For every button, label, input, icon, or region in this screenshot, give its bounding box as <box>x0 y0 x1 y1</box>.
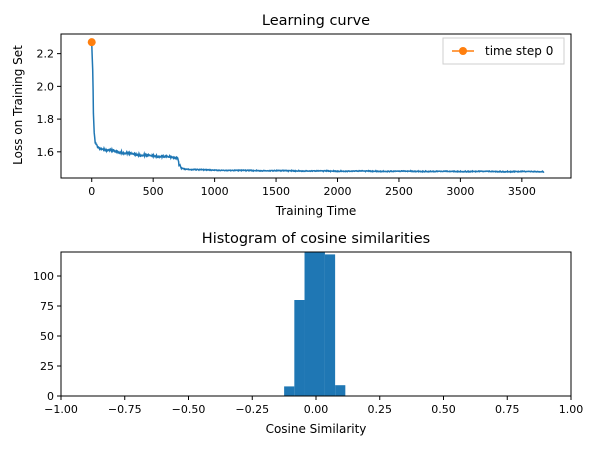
learning-curve-xlabel: Training Time <box>275 204 357 218</box>
histogram-bar-2 <box>304 252 316 396</box>
histogram-ytick-label-0: 0 <box>47 390 54 403</box>
learning-curve-xtick-label-2: 1000 <box>201 185 229 198</box>
histogram-title: Histogram of cosine similarities <box>202 231 430 247</box>
learning-curve-xtick-label-6: 3000 <box>446 185 474 198</box>
histogram-xtick-label-3: −0.25 <box>235 403 269 416</box>
cosine-histogram-chart: Histogram of cosine similarities −1.00 −0… <box>33 231 583 436</box>
learning-curve-ytick-label-2: 2.0 <box>37 80 55 93</box>
learning-curve-chart: Learning curve 0 500 1000 1500 2000 2500 3000 3… <box>11 13 572 218</box>
histogram-xtick-label-5: 0.25 <box>368 403 393 416</box>
histogram-bar-5 <box>335 385 346 396</box>
learning-curve-title: Learning curve <box>262 13 370 29</box>
learning-curve-legend: time step 0 <box>442 37 565 65</box>
histogram-bar-1 <box>294 300 305 396</box>
histogram-xtick-label-6: 0.50 <box>431 403 456 416</box>
histogram-ytick-label-1: 25 <box>40 360 54 373</box>
legend-marker-swatch <box>459 47 467 55</box>
histogram-bar-4 <box>324 254 336 396</box>
learning-curve-xtick-label-3: 1500 <box>262 185 290 198</box>
learning-curve-ytick-label-1: 1.8 <box>37 113 55 126</box>
histogram-bar-0 <box>284 386 295 396</box>
learning-curve-ytick-label-3: 2.2 <box>37 48 55 61</box>
learning-curve-ytick-label-0: 1.6 <box>37 146 55 159</box>
histogram-plot-area: −1.00 −0.75 −0.50 −0.25 0.00 0.25 0.50 0.75 1.00… <box>33 251 584 416</box>
learning-curve-xtick-label-4: 2000 <box>324 185 352 198</box>
legend-label: time step 0 <box>485 44 553 58</box>
time-step-0-marker <box>87 38 96 47</box>
histogram-ytick-label-2: 50 <box>40 330 54 343</box>
histogram-xtick-label-0: −1.00 <box>44 403 78 416</box>
learning-curve-xtick-label-0: 0 <box>88 185 95 198</box>
histogram-xtick-label-7: 0.75 <box>495 403 520 416</box>
learning-curve-xtick-label-1: 500 <box>143 185 164 198</box>
learning-curve-axes-frame <box>60 33 572 179</box>
legend-frame <box>442 37 565 65</box>
histogram-xtick-label-8: 1.00 <box>559 403 584 416</box>
histogram-ytick-label-3: 75 <box>40 300 54 313</box>
loss-series-line <box>90 42 545 174</box>
learning-curve-xtick-label-5: 2500 <box>385 185 413 198</box>
histogram-xlabel: Cosine Similarity <box>266 422 367 436</box>
learning-curve-plot-area: 0 500 1000 1500 2000 2500 3000 3500 1.6 1.8 2.0 2.2 <box>37 33 572 198</box>
histogram-xtick-label-2: −0.50 <box>172 403 206 416</box>
histogram-bar-3 <box>316 252 325 396</box>
histogram-xtick-label-4: 0.00 <box>304 403 329 416</box>
learning-curve-xtick-label-7: 3500 <box>508 185 536 198</box>
histogram-ytick-label-4: 100 <box>33 270 54 283</box>
histogram-xtick-label-1: −0.75 <box>108 403 142 416</box>
learning-curve-ylabel: Loss on Training Set <box>11 45 25 165</box>
